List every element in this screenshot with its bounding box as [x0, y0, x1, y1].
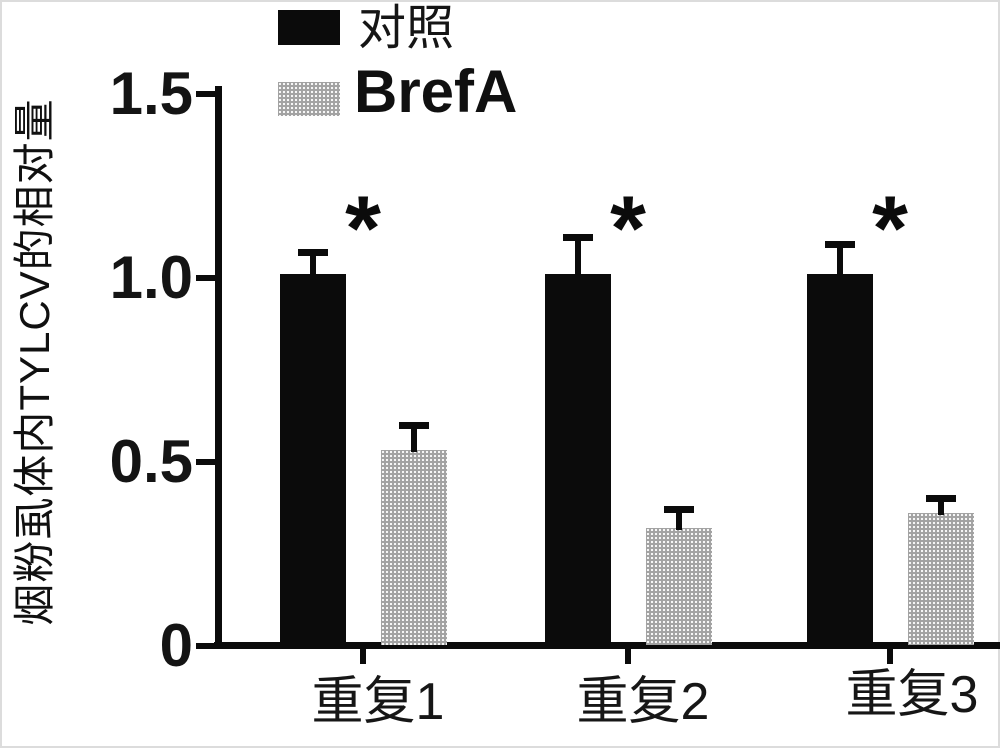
error-bar-cap [664, 506, 694, 514]
y-tick-label: 1.5 [109, 59, 193, 127]
error-bar-cap [563, 234, 593, 242]
error-bar-stem [575, 237, 581, 276]
error-bar-cap [825, 241, 855, 249]
x-tick-mark [360, 649, 366, 664]
error-bar-stem [411, 424, 417, 453]
error-bar-stem [676, 509, 682, 530]
bar-control-2 [545, 273, 611, 646]
y-tick-label: 1.0 [109, 243, 193, 311]
y-tick-mark [196, 274, 216, 281]
error-bar-stem [938, 498, 944, 516]
error-bar-stem [310, 251, 316, 276]
error-bar-stem [837, 244, 843, 276]
bar-control-3 [807, 273, 873, 646]
legend-swatch-brefa [278, 82, 340, 116]
error-bar-cap [298, 248, 328, 256]
significance-star: * [610, 178, 646, 280]
significance-star: * [345, 178, 381, 280]
x-tick-label: 重复2 [576, 673, 710, 731]
bar-brefa-1 [381, 450, 447, 646]
y-tick-mark [196, 642, 216, 649]
x-tick-mark [625, 649, 631, 664]
y-axis-title: 烟粉虱体内TYLCV的相对量 [11, 98, 58, 626]
error-bar-cap [399, 421, 429, 429]
bar-brefa-2 [646, 527, 712, 646]
legend-label-brefa: BrefA [354, 58, 518, 125]
significance-star: * [872, 178, 908, 280]
y-tick-mark [196, 458, 216, 465]
bar-control-1 [280, 273, 346, 646]
legend-swatch-control [278, 10, 340, 45]
x-tick-label: 重复1 [311, 673, 445, 731]
y-tick-label: 0 [159, 611, 193, 679]
y-axis-line [215, 86, 222, 649]
x-axis-line [214, 642, 1000, 649]
x-tick-mark [887, 649, 893, 664]
bar-brefa-3 [908, 513, 974, 646]
x-tick-label: 重复3 [845, 666, 979, 724]
y-tick-mark [196, 90, 216, 97]
legend-label-control: 对照 [358, 2, 455, 55]
error-bar-cap [926, 495, 956, 503]
y-tick-label: 0.5 [109, 427, 193, 495]
